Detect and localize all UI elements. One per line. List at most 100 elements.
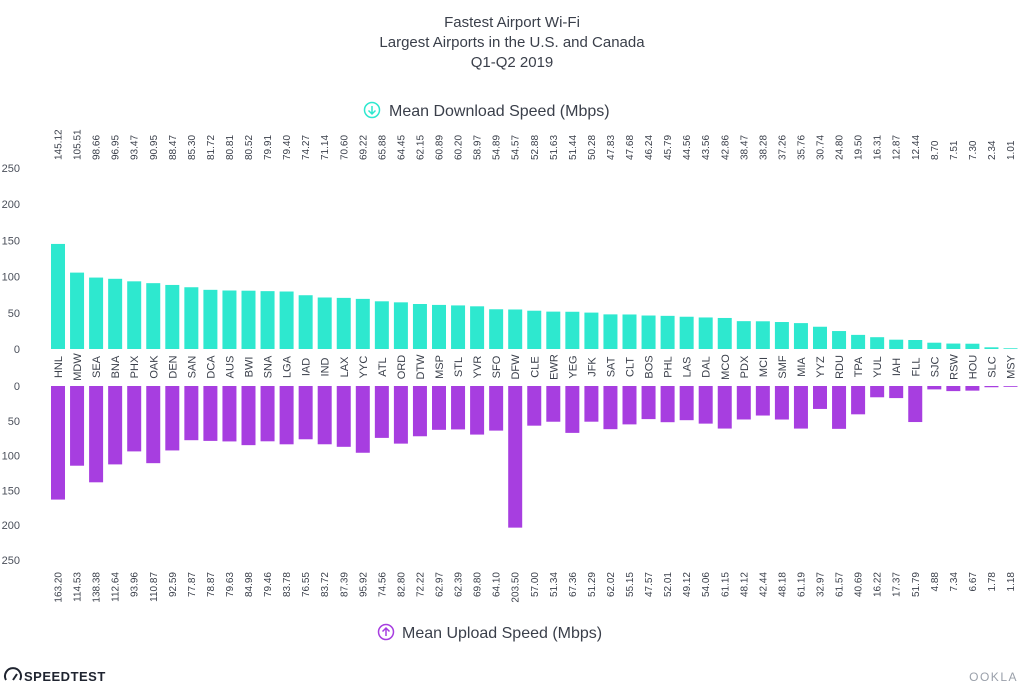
upload-value-label: 57.00 [530, 572, 541, 597]
download-value-labels: 145.12 105.51 98.66 96.95 93.47 90.95 88.47 85.… [54, 129, 1018, 160]
download-value-label: 80.81 [225, 135, 236, 160]
upload-value-label: 55.15 [625, 572, 636, 597]
download-bar-tpa [851, 334, 866, 349]
download-value-label: 60.89 [435, 135, 446, 160]
upload-bar-rsw [946, 386, 961, 392]
download-icon-arrow [367, 106, 377, 116]
upload-value-label: 16.22 [873, 572, 884, 597]
airport-label: BWI [244, 357, 256, 378]
upload-value-label: 7.34 [949, 572, 960, 592]
upload-bar-pdx [736, 386, 751, 420]
download-value-label: 79.40 [282, 135, 293, 160]
upload-bar-dca [203, 386, 218, 441]
upload-bar-rdu [832, 386, 847, 429]
airport-label: SJC [929, 357, 941, 378]
upload-bar-clt [622, 386, 637, 425]
airport-label: SNA [263, 355, 275, 378]
download-bar-yul [870, 337, 885, 349]
airport-label: MCI [758, 357, 770, 377]
download-bar-yyz [813, 326, 827, 349]
airport-label: IAH [891, 358, 903, 376]
upload-bar-iah [889, 386, 904, 399]
download-bar-aus [222, 290, 237, 349]
download-y-tick: 100 [2, 272, 20, 284]
speedtest-logo-text: SPEEDTEST [24, 669, 106, 684]
download-bar-msp [432, 304, 446, 349]
title-line-2: Largest Airports in the U.S. and Canada [379, 34, 645, 51]
upload-value-label: 163.20 [54, 572, 65, 603]
upload-bar-mia [793, 386, 808, 429]
download-value-label: 47.68 [625, 135, 636, 160]
upload-value-label: 54.06 [701, 572, 712, 597]
download-bar-fll [908, 339, 923, 349]
download-value-label: 8.70 [930, 140, 941, 160]
chart-title: Fastest Airport Wi-Fi Largest Airports in… [379, 14, 645, 71]
download-bar-mco [717, 317, 732, 349]
download-bar-msy [1003, 348, 1018, 349]
upload-bar-jfk [584, 386, 599, 422]
upload-bar-sat [603, 386, 618, 430]
upload-value-label: 83.78 [282, 572, 293, 597]
download-value-label: 2.34 [987, 140, 998, 160]
download-bar-yeg [565, 311, 580, 349]
upload-bar-las [679, 386, 694, 421]
download-bar-phx [127, 281, 142, 349]
upload-bar-sjc [927, 386, 942, 390]
download-value-label: 47.83 [606, 135, 617, 160]
upload-icon-arrow [381, 626, 391, 636]
download-y-tick: 150 [2, 235, 20, 247]
download-value-label: 35.76 [796, 135, 807, 160]
upload-icon-ring [377, 623, 395, 641]
upload-bar-dal [698, 386, 713, 424]
upload-y-tick: 50 [8, 416, 20, 428]
airport-label: YUL [872, 356, 884, 377]
upload-value-labels: 163.20 114.53 138.38 112.64 93.96 110.87 92.59… [54, 572, 1018, 603]
download-value-label: 16.31 [873, 135, 884, 160]
upload-bar-den [165, 386, 180, 451]
download-bars [51, 243, 1018, 349]
branding: SPEEDTEST OOKLA [4, 667, 1018, 684]
airport-label: PHL [663, 356, 675, 377]
upload-value-label: 82.80 [396, 572, 407, 597]
upload-bar-san [184, 386, 199, 441]
upload-bar-mdw [70, 386, 85, 466]
download-bar-hou [965, 343, 980, 349]
upload-bar-lax [336, 386, 351, 447]
airport-label: SFO [491, 355, 503, 378]
upload-bar-mci [755, 386, 770, 416]
upload-value-label: 51.34 [549, 572, 560, 597]
download-y-tick: 250 [2, 163, 20, 175]
upload-legend-label: Mean Upload Speed (Mbps) [402, 625, 602, 642]
download-bar-oak [146, 283, 161, 349]
download-legend: Mean Download Speed (Mbps) [363, 101, 610, 120]
download-bar-bna [108, 278, 123, 349]
download-bar-sjc [927, 342, 942, 349]
upload-value-label: 52.01 [663, 572, 674, 597]
airport-label: DFW [510, 354, 522, 380]
ookla-logo-text: OOKLA [969, 670, 1018, 684]
airport-label: ORD [396, 355, 408, 380]
download-value-label: 12.87 [892, 135, 903, 160]
upload-bar-msp [432, 386, 446, 430]
download-value-label: 52.88 [530, 135, 541, 160]
airport-label: BNA [110, 355, 122, 378]
upload-bar-mco [717, 386, 732, 429]
speedtest-gauge-needle [12, 673, 18, 681]
upload-value-label: 1.18 [1006, 572, 1017, 592]
download-value-label: 58.97 [473, 135, 484, 160]
upload-value-label: 1.78 [987, 572, 998, 592]
upload-bar-stl [451, 386, 466, 430]
upload-bar-ord [393, 386, 408, 444]
upload-value-label: 40.69 [854, 572, 865, 597]
airport-label: BOS [644, 355, 656, 378]
download-bar-lga [279, 291, 294, 349]
airport-label: HNL [53, 356, 65, 378]
upload-bar-aus [222, 386, 237, 442]
download-value-label: 96.95 [111, 135, 122, 160]
download-bar-mdw [70, 272, 85, 349]
upload-bar-yyz [813, 386, 827, 409]
upload-y-tick: 150 [2, 485, 20, 497]
upload-value-label: 51.79 [911, 572, 922, 597]
airport-label: JFK [586, 357, 598, 377]
upload-bar-slc [984, 386, 999, 388]
